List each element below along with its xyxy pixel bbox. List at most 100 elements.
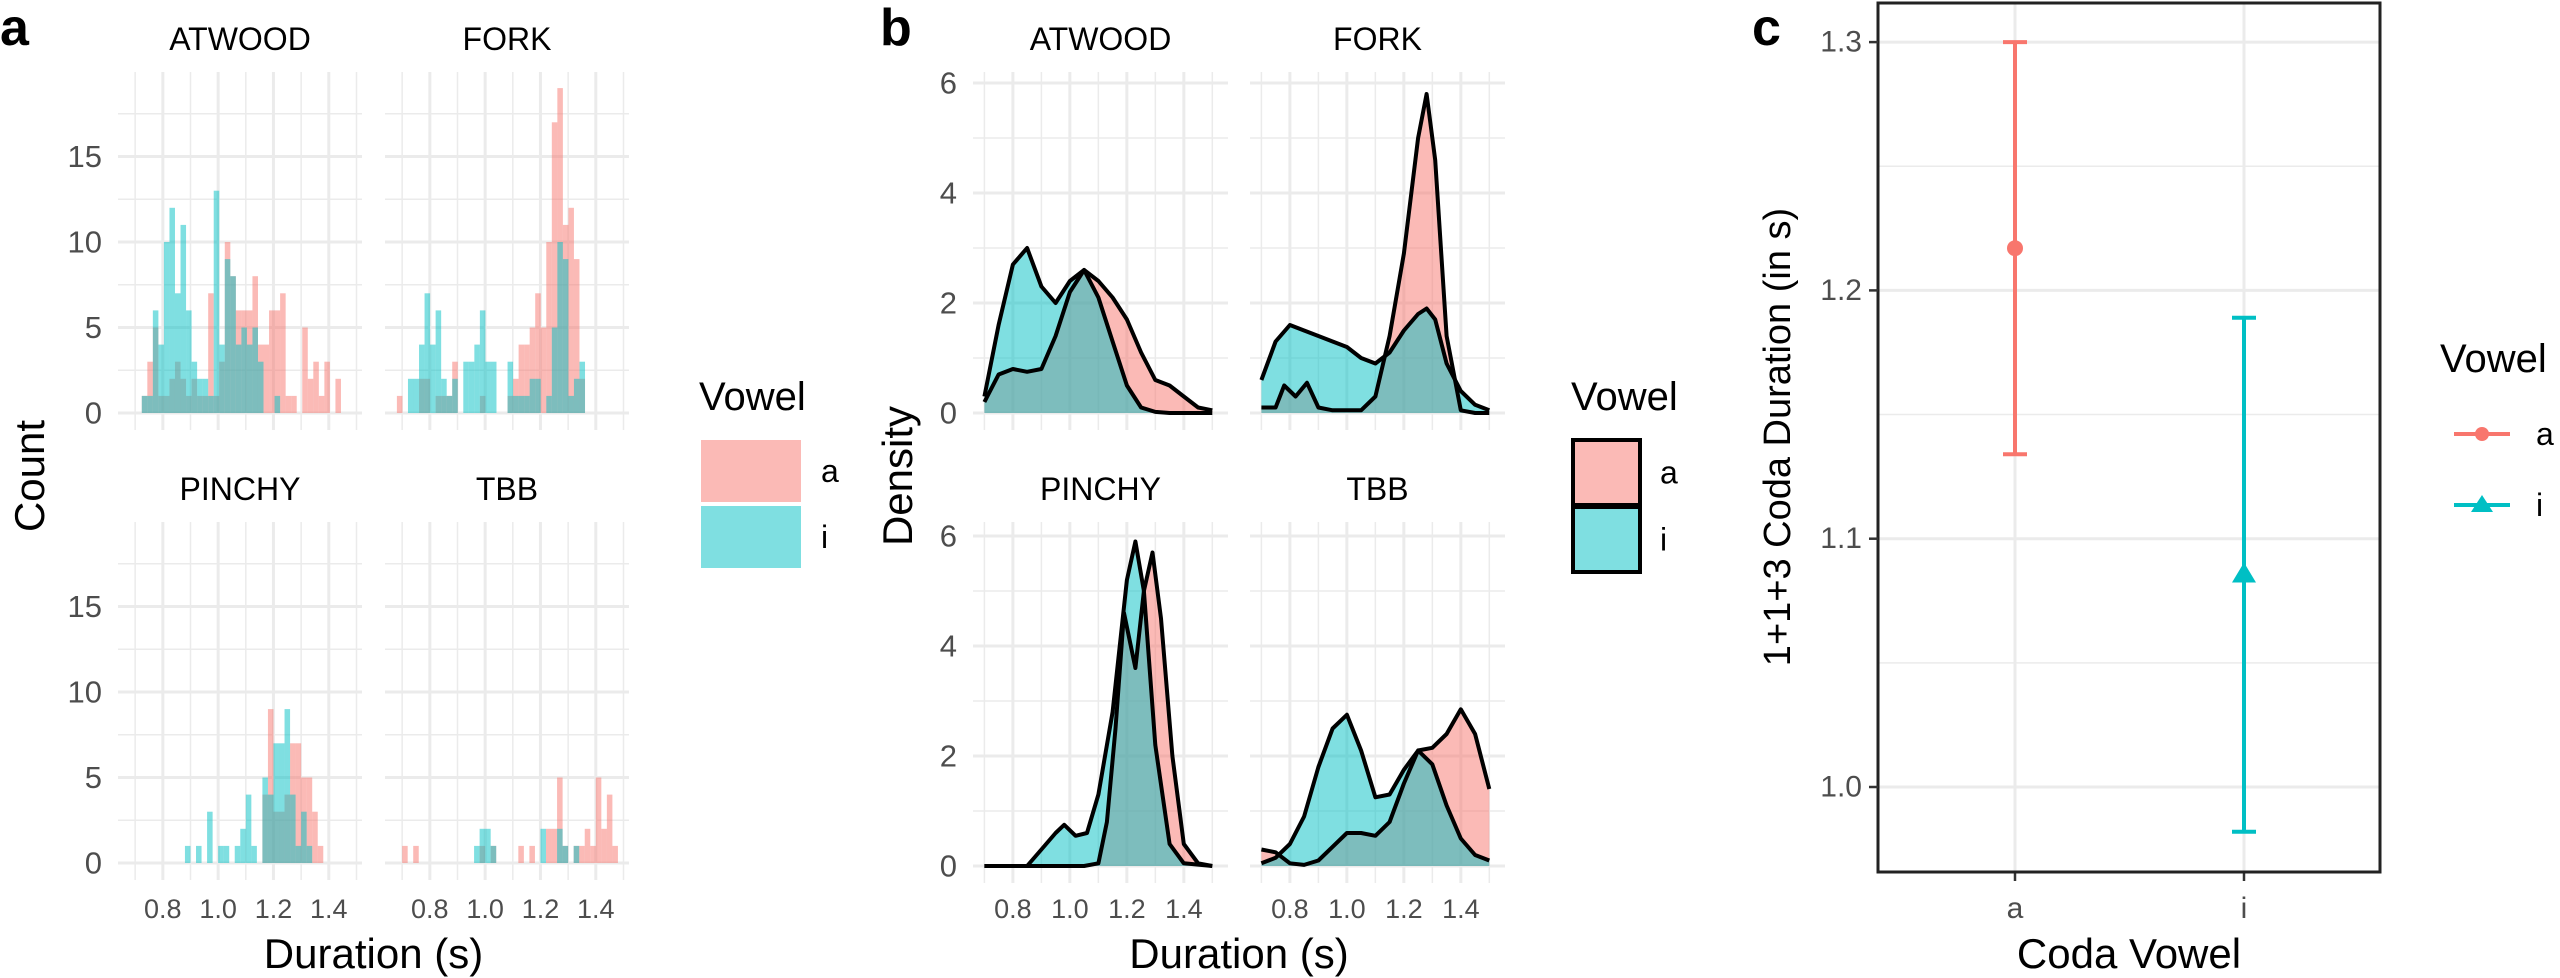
hist-bar-a	[280, 293, 286, 413]
hist-bar-i	[557, 242, 563, 413]
hist-bar-i	[257, 361, 264, 413]
hist-bar-i	[202, 378, 209, 413]
y-tick-label: 1.0	[1820, 771, 1862, 804]
hist-bar-a	[568, 207, 574, 413]
legend: Vowel ai	[2440, 337, 2554, 523]
hist-bar-i	[267, 794, 274, 863]
facet-title: PINCHY	[180, 471, 301, 507]
hist-bar-i	[573, 378, 580, 413]
hist-bar-a	[529, 845, 535, 863]
hist-bar-i	[562, 845, 569, 863]
hist-bar-a	[396, 395, 403, 413]
hist-bar-a	[295, 743, 302, 863]
hist-bar-i	[535, 378, 541, 413]
hist-bar-a	[402, 845, 408, 863]
y-tick-label: 1.1	[1820, 522, 1862, 555]
hist-bar-a	[551, 828, 558, 863]
x-tick-label: 1.4	[310, 894, 348, 924]
hist-bar-i	[518, 395, 525, 413]
legend-marker-a	[2475, 427, 2489, 441]
x-tick-label: 0.8	[994, 894, 1032, 924]
legend-label: i	[2536, 487, 2543, 523]
x-tick-label: 1.2	[1108, 894, 1146, 924]
hist-bar-i	[424, 293, 431, 413]
hist-bar-i	[274, 395, 281, 413]
facet-title: TBB	[1346, 471, 1408, 507]
hist-bar-i	[252, 327, 258, 413]
facet-fork: FORK	[385, 21, 629, 430]
hist-bar-a	[612, 845, 618, 863]
facet-atwood: ATWOOD 0 2 4 6	[940, 21, 1228, 431]
x-tick-label: 1.2	[255, 894, 293, 924]
hist-bar-a	[529, 327, 536, 413]
hist-bar-i	[240, 828, 246, 863]
legend-title: Vowel	[1571, 375, 1678, 419]
facet-pinchy: PINCHY 0 5 10 15 0.8 1.0 1.2 1.4	[68, 471, 362, 924]
y-tick-label: 10	[68, 225, 102, 260]
x-tick-label: 1.4	[1165, 894, 1203, 924]
hist-bar-i	[479, 828, 486, 863]
hist-bar-i	[218, 845, 224, 863]
mean-point-i	[2232, 562, 2256, 583]
hist-bar-i	[147, 395, 153, 413]
hist-bar-i	[224, 259, 231, 413]
hist-bar-i	[245, 794, 252, 863]
hist-bar-i	[468, 361, 475, 413]
panel-label: b	[880, 0, 912, 57]
hist-bar-i	[234, 845, 241, 863]
x-tick-label: 1.2	[522, 894, 560, 924]
hist-bar-a	[267, 709, 274, 863]
hist-bar-i	[562, 259, 569, 413]
density-line-i	[984, 539, 1213, 868]
hist-bar-i	[141, 395, 148, 413]
hist-bar-a	[318, 395, 325, 413]
hist-bar-i	[235, 344, 242, 413]
legend-title: Vowel	[699, 375, 806, 419]
hist-bar-a	[590, 845, 596, 863]
facet-title: FORK	[1333, 21, 1422, 57]
x-tick-label: 0.8	[411, 894, 449, 924]
legend-key-i	[701, 506, 801, 568]
hist-bar-a	[263, 344, 270, 413]
hist-bar-i	[568, 395, 574, 413]
density-area-i	[984, 541, 1213, 866]
legend-label: a	[1660, 455, 1678, 491]
hist-bar-i	[452, 378, 458, 413]
x-axis-title: Duration (s)	[264, 930, 483, 977]
hist-bar-a	[324, 361, 330, 413]
hist-bar-i	[407, 378, 414, 413]
y-tick-label: 1.3	[1820, 26, 1862, 59]
facet-title: ATWOOD	[169, 21, 311, 57]
y-tick-label: 5	[85, 310, 102, 345]
hist-bar-i	[191, 361, 198, 413]
y-axis-title: Count	[6, 420, 53, 532]
hist-bar-i	[241, 327, 247, 413]
density-line-i	[982, 246, 1213, 415]
mean-point-a	[2007, 240, 2023, 257]
y-tick-label: 0	[85, 396, 102, 431]
y-tick-label: 5	[85, 760, 102, 795]
hist-bar-i	[246, 344, 253, 413]
panel-c: ca i1.01.11.21.31+1+3 Coda Duration (in s…	[1752, 0, 2554, 977]
hist-bar-i	[430, 344, 436, 413]
hist-bar-a	[606, 794, 613, 863]
hist-bar-i	[485, 828, 491, 863]
y-tick-label: 15	[68, 139, 102, 174]
hist-bar-i	[196, 845, 202, 863]
legend-label: a	[821, 453, 839, 489]
density-area-i	[1261, 308, 1490, 413]
hist-bar-i	[163, 242, 170, 413]
y-axis-title: 1+1+3 Coda Duration (in s)	[1757, 208, 1799, 666]
x-tick-label: 1.0	[1328, 894, 1366, 924]
y-tick-label: 0	[940, 396, 957, 431]
hist-bar-i	[158, 344, 164, 413]
facet-atwood: ATWOOD 0 5 10 15	[68, 21, 362, 431]
hist-bar-i	[174, 293, 181, 413]
hist-bar-i	[251, 845, 257, 863]
hist-bar-a	[518, 344, 525, 413]
x-tick-label: 1.0	[1051, 894, 1089, 924]
density-line-a	[1261, 707, 1492, 867]
hist-bar-i	[419, 344, 425, 413]
hist-bar-a	[524, 344, 530, 413]
